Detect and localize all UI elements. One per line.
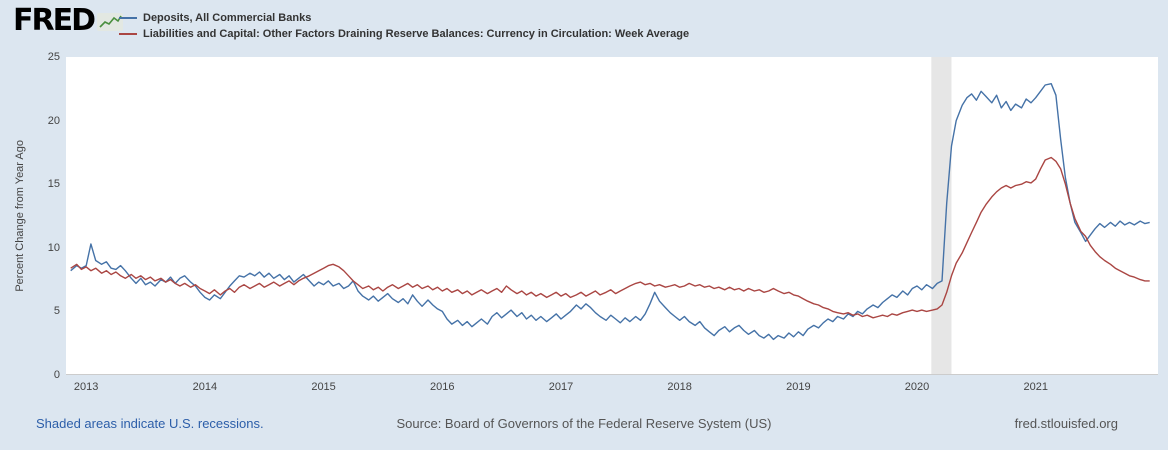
legend-line-swatch-blue bbox=[119, 17, 137, 19]
y-tick-label: 25 bbox=[47, 51, 60, 63]
x-tick-label: 2013 bbox=[73, 381, 99, 393]
chart-svg[interactable] bbox=[66, 57, 1158, 375]
fred-logo-text: FRED bbox=[13, 3, 96, 38]
x-tick-label: 2020 bbox=[904, 381, 930, 393]
chart-plot-area[interactable] bbox=[66, 57, 1158, 375]
fred-logo[interactable]: FRED bbox=[13, 6, 123, 36]
legend-label-currency: Liabilities and Capital: Other Factors D… bbox=[143, 28, 690, 40]
y-tick-label: 5 bbox=[53, 305, 60, 318]
recession-shading bbox=[931, 57, 952, 375]
chart-legend: Deposits, All Commercial Banks Liabiliti… bbox=[119, 10, 689, 42]
legend-line-swatch-red bbox=[119, 33, 137, 35]
x-tick-label: 2018 bbox=[667, 381, 692, 393]
x-tick-label: 2015 bbox=[311, 381, 336, 393]
recessions-note-link[interactable]: Shaded areas indicate U.S. recessions. bbox=[36, 416, 264, 431]
x-tick-label: 2021 bbox=[1023, 381, 1048, 393]
series-line-1[interactable] bbox=[70, 156, 1150, 319]
fred-site-link[interactable]: fred.stlouisfed.org bbox=[1014, 416, 1118, 431]
x-tick-label: 2017 bbox=[548, 381, 574, 393]
legend-item-deposits: Deposits, All Commercial Banks bbox=[119, 10, 689, 26]
x-tick-label: 2019 bbox=[786, 381, 811, 393]
legend-label-deposits: Deposits, All Commercial Banks bbox=[143, 12, 312, 24]
x-tick-label: 2014 bbox=[192, 381, 218, 393]
y-tick-label: 0 bbox=[53, 369, 60, 381]
y-tick-label: 15 bbox=[47, 178, 60, 191]
series-line-0[interactable] bbox=[70, 83, 1150, 341]
y-axis-title-wrap: Percent Change from Year Ago bbox=[12, 57, 28, 375]
y-tick-label: 10 bbox=[47, 241, 60, 254]
x-tick-label: 2016 bbox=[430, 381, 455, 393]
y-axis-title: Percent Change from Year Ago bbox=[14, 140, 26, 292]
y-tick-label: 20 bbox=[47, 114, 60, 127]
fred-logo-sparkline-icon bbox=[97, 13, 123, 31]
legend-item-currency: Liabilities and Capital: Other Factors D… bbox=[119, 26, 689, 42]
